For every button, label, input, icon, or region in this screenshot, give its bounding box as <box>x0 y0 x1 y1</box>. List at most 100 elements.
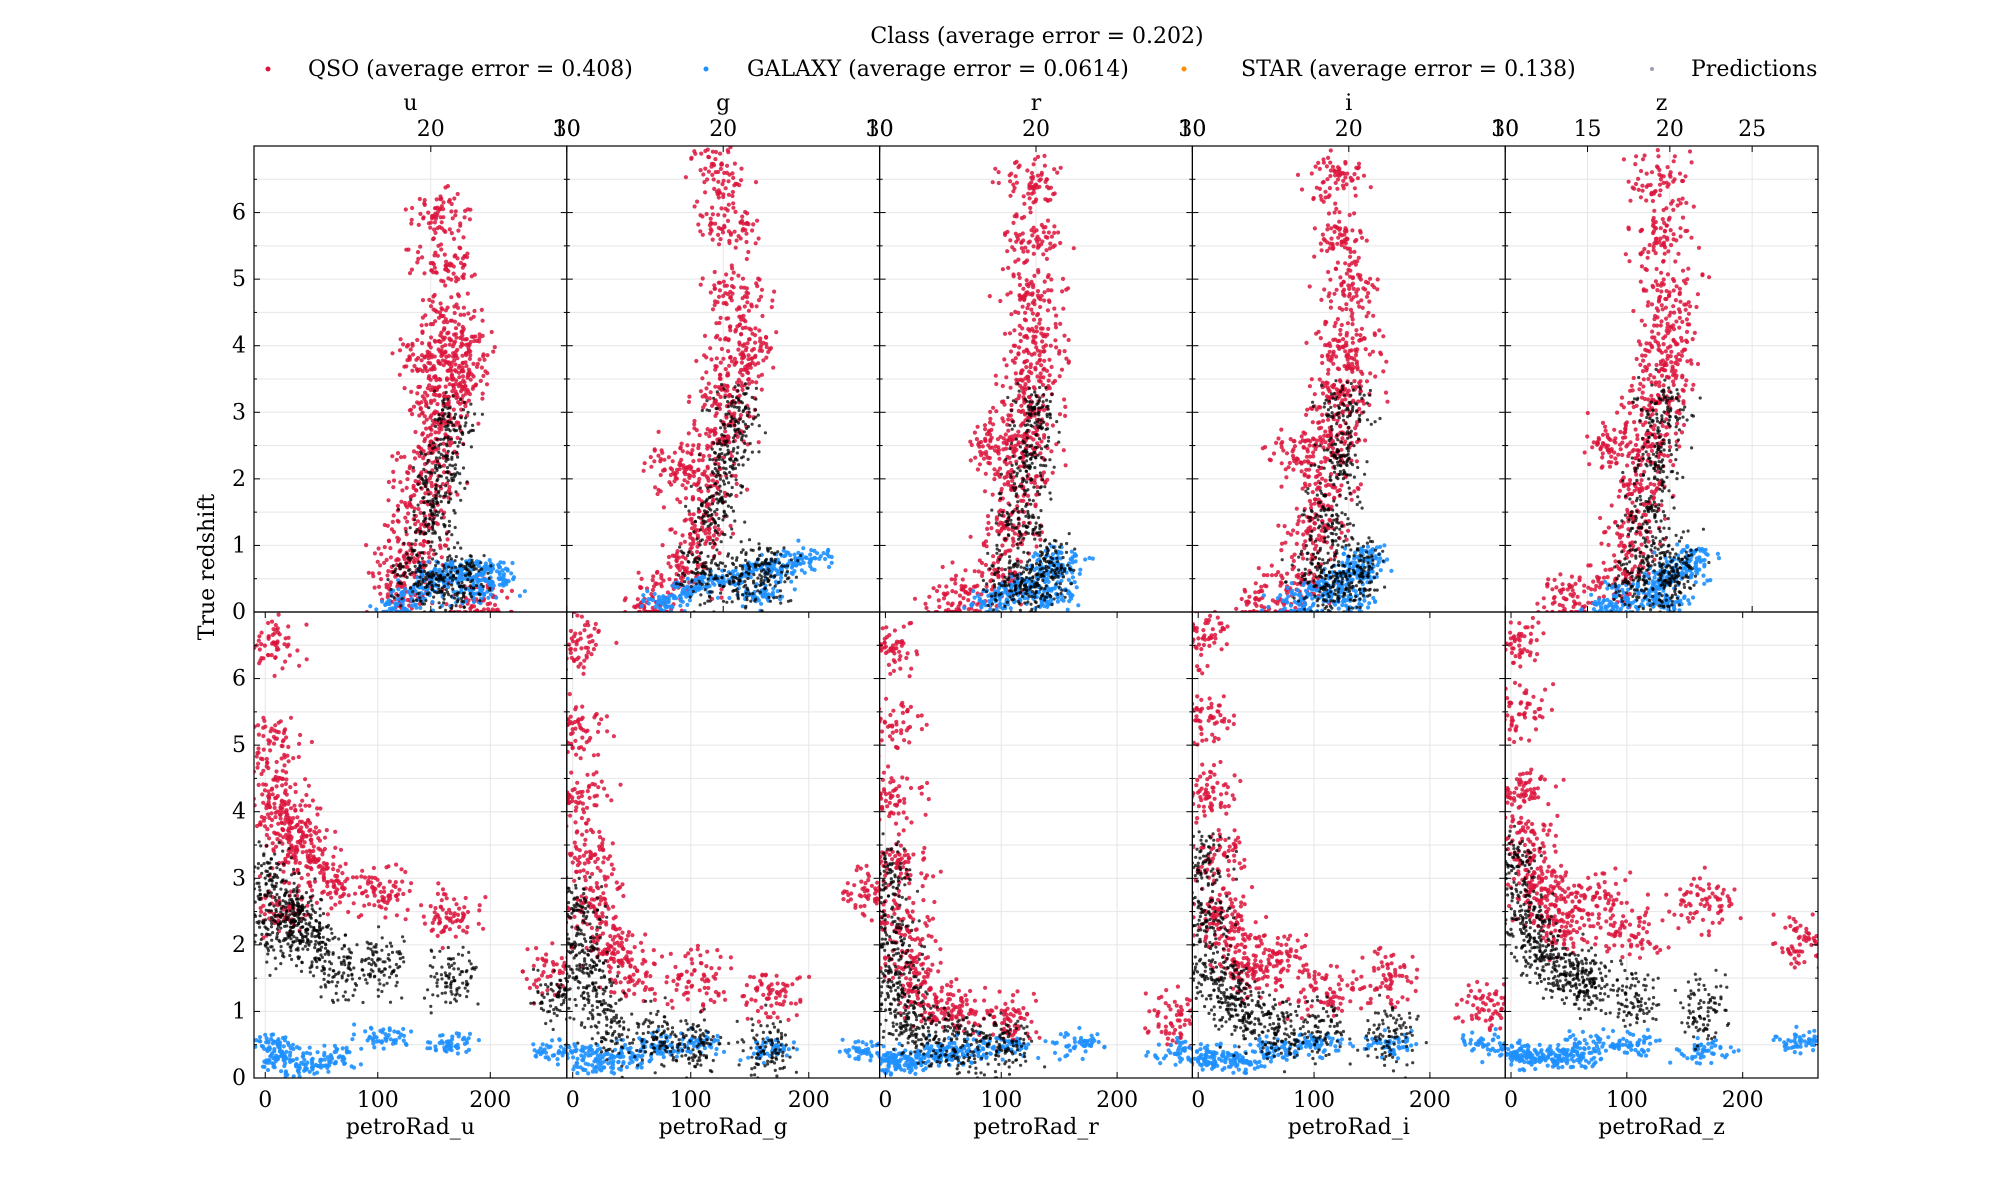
qso-point <box>480 333 485 338</box>
prediction-point <box>405 552 409 556</box>
prediction-point <box>739 456 744 460</box>
galaxy-point <box>1083 557 1088 562</box>
prediction-point <box>706 582 710 586</box>
qso-point <box>757 277 762 282</box>
qso-point <box>452 341 457 346</box>
qso-point <box>718 394 723 400</box>
qso-point <box>455 191 460 197</box>
galaxy-point <box>505 568 510 573</box>
prediction-point <box>434 463 438 467</box>
qso-point <box>672 479 677 484</box>
qso-point <box>997 466 1003 471</box>
qso-point <box>937 604 942 610</box>
qso-point <box>700 232 705 237</box>
qso-point <box>435 212 440 218</box>
prediction-point <box>461 466 466 470</box>
galaxy-point <box>682 590 687 595</box>
prediction-point <box>716 470 720 475</box>
x-axis-label: g <box>716 91 730 116</box>
prediction-point <box>731 575 735 579</box>
qso-point <box>450 383 456 388</box>
galaxy-point <box>682 609 687 612</box>
qso-point <box>1021 249 1026 254</box>
qso-point <box>1003 231 1008 236</box>
qso-point <box>759 387 764 392</box>
prediction-point <box>430 525 435 529</box>
prediction-point <box>431 557 435 561</box>
qso-point <box>660 543 665 548</box>
qso-point <box>419 522 424 527</box>
qso-point <box>468 349 473 354</box>
qso-point <box>460 256 465 261</box>
galaxy-point <box>446 585 451 590</box>
prediction-point <box>728 582 732 586</box>
prediction-point <box>727 412 731 416</box>
qso-point <box>719 595 724 600</box>
qso-point <box>677 460 683 465</box>
prediction-point <box>721 422 725 426</box>
qso-point <box>444 602 449 607</box>
prediction-point <box>704 520 708 524</box>
qso-point <box>402 454 407 459</box>
qso-point <box>1018 377 1024 382</box>
prediction-point <box>719 540 723 544</box>
qso-point <box>1039 331 1044 336</box>
qso-point <box>741 317 747 322</box>
qso-point <box>421 539 426 544</box>
prediction-point <box>459 416 463 420</box>
prediction-point <box>406 556 410 560</box>
qso-point <box>696 442 701 448</box>
qso-point <box>1044 256 1049 261</box>
prediction-point <box>722 387 726 391</box>
qso-point <box>412 493 417 498</box>
prediction-point <box>443 436 447 440</box>
prediction-point <box>465 480 469 484</box>
galaxy-point <box>658 607 664 612</box>
qso-point <box>679 560 685 565</box>
prediction-point <box>746 457 750 461</box>
qso-point <box>449 372 455 377</box>
prediction-point <box>701 514 706 518</box>
prediction-point <box>730 395 735 399</box>
prediction-point <box>416 567 420 571</box>
qso-point <box>428 225 433 230</box>
qso-point <box>675 497 680 502</box>
prediction-point <box>386 578 390 582</box>
prediction-point <box>461 431 465 435</box>
prediction-point <box>441 408 445 412</box>
qso-point <box>1050 470 1055 475</box>
qso-point <box>454 353 459 358</box>
prediction-point <box>423 517 427 521</box>
qso-point <box>407 500 412 505</box>
qso-point <box>733 245 738 250</box>
galaxy-point <box>667 593 672 599</box>
prediction-point <box>1007 572 1012 576</box>
qso-point <box>712 525 718 530</box>
prediction-point <box>724 467 728 471</box>
prediction-point <box>433 531 437 535</box>
galaxy-point <box>771 586 776 591</box>
qso-point <box>1004 441 1009 446</box>
qso-point <box>746 249 751 255</box>
prediction-point <box>698 539 703 543</box>
legend-label-galaxy: GALAXY (average error = 0.0614) <box>747 57 1129 82</box>
qso-point <box>1041 408 1047 413</box>
qso-point <box>443 317 448 322</box>
qso-point <box>418 244 423 249</box>
qso-point <box>981 541 986 546</box>
galaxy-point <box>487 558 492 563</box>
prediction-point <box>446 397 450 401</box>
qso-point <box>683 496 689 501</box>
qso-point <box>736 234 741 239</box>
qso-point <box>749 302 754 307</box>
qso-point <box>443 384 448 389</box>
prediction-point <box>1003 604 1007 609</box>
prediction-point <box>745 426 749 430</box>
qso-point <box>1031 184 1036 189</box>
qso-point <box>712 283 717 288</box>
qso-point <box>467 356 472 361</box>
galaxy-point <box>1074 585 1079 590</box>
qso-point <box>458 604 463 609</box>
prediction-point <box>1011 593 1016 598</box>
